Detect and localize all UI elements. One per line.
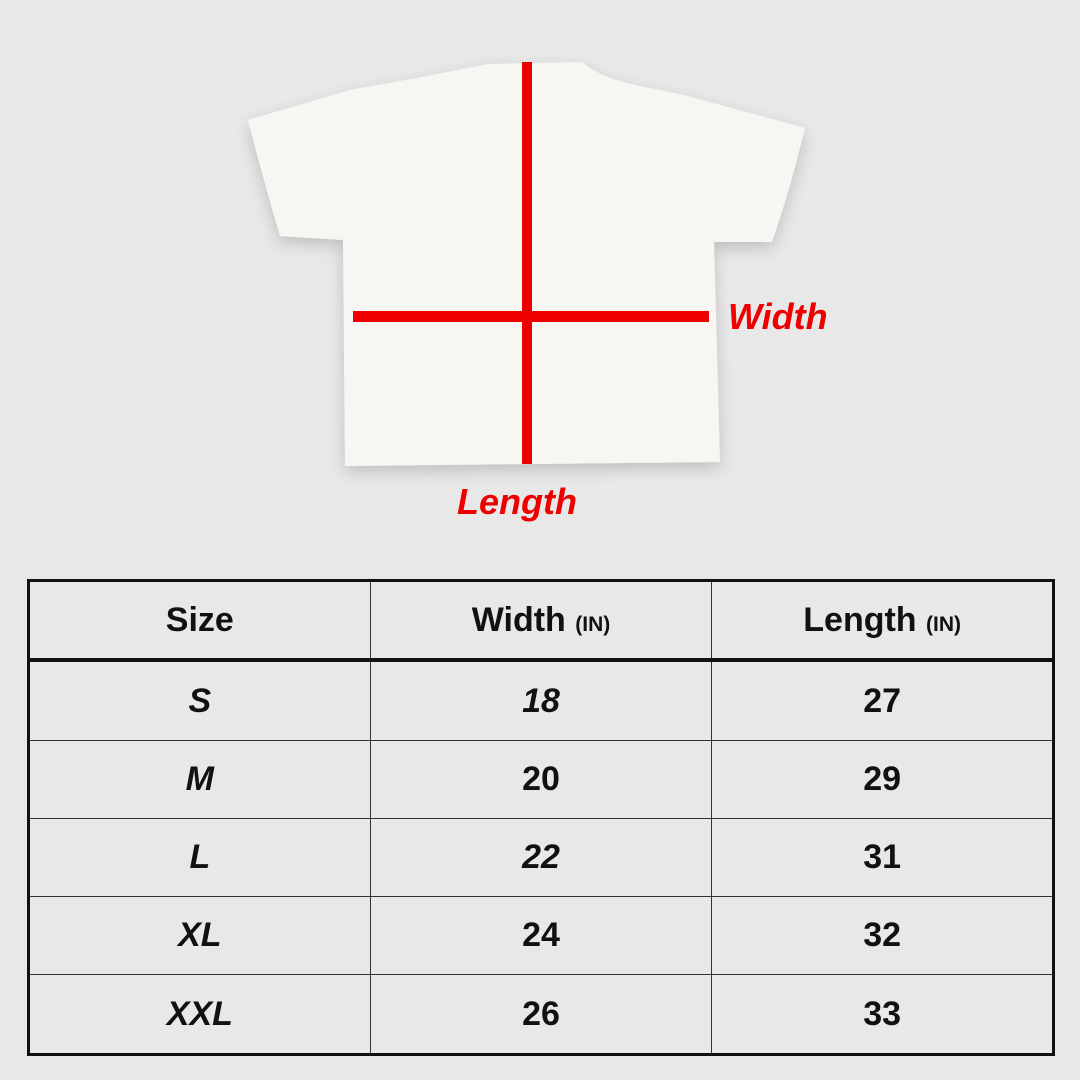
width-cell: 24 <box>369 896 713 976</box>
size-cell: XL <box>28 896 371 976</box>
width-cell: 20 <box>369 740 713 820</box>
length-measure-line <box>522 62 532 464</box>
header-unit: (IN) <box>575 612 611 636</box>
header-label: Size <box>165 600 234 639</box>
header-unit: (IN) <box>926 612 962 636</box>
header-size: Size <box>28 580 371 661</box>
table-row: S 18 27 <box>28 659 1054 742</box>
table-row: M 20 29 <box>28 740 1054 820</box>
header-label: Length <box>803 600 917 639</box>
length-cell: 32 <box>711 896 1054 976</box>
size-cell: L <box>28 818 371 898</box>
width-label: Width <box>728 296 828 337</box>
table-header-row: Size Width (IN) Length (IN) <box>28 580 1054 661</box>
table-row: L 22 31 <box>28 818 1054 898</box>
header-length: Length (IN) <box>711 580 1054 661</box>
header-label: Width <box>471 600 566 639</box>
table-row: XL 24 32 <box>28 896 1054 976</box>
width-cell: 22 <box>369 818 713 898</box>
tshirt-diagram <box>248 62 805 466</box>
header-width: Width (IN) <box>369 580 713 661</box>
size-cell: S <box>28 659 371 742</box>
size-cell: XXL <box>28 974 371 1055</box>
length-cell: 33 <box>711 974 1054 1055</box>
width-cell: 26 <box>369 974 713 1055</box>
length-cell: 31 <box>711 818 1054 898</box>
size-chart-table: Size Width (IN) Length (IN) S 18 27 M 20… <box>27 579 1055 1056</box>
length-cell: 29 <box>711 740 1054 820</box>
width-measure-line <box>353 311 709 322</box>
length-label: Length <box>457 481 577 522</box>
size-cell: M <box>28 740 371 820</box>
length-cell: 27 <box>711 659 1054 742</box>
table-row: XXL 26 33 <box>28 974 1054 1055</box>
width-cell: 18 <box>369 659 713 742</box>
